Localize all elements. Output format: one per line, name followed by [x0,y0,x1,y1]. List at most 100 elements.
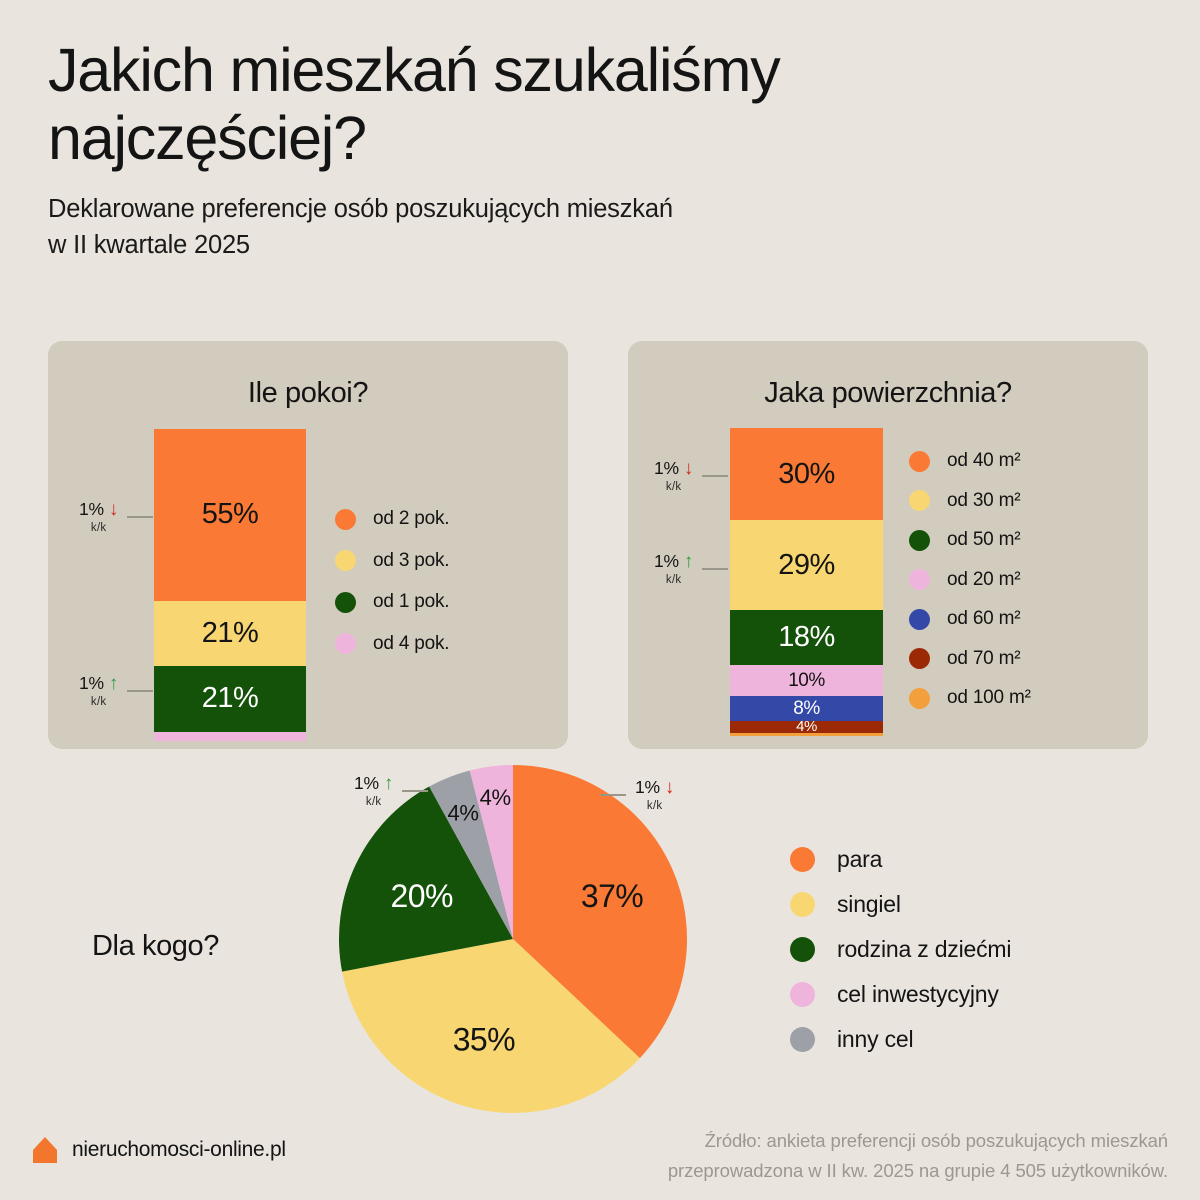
legend-swatch-icon [790,847,815,872]
legend-item[interactable]: od 100 m² [909,687,1031,709]
callout-connector-line [702,568,729,571]
legend-item[interactable]: od 20 m² [909,569,1031,591]
callout-pie-down: 1% ↓ k/k [600,778,674,813]
bar-segment: 21% [154,600,306,667]
bar-segment-label: 18% [778,620,835,653]
legend-item[interactable]: od 40 m² [909,450,1031,472]
legend-item[interactable]: inny cel [790,1026,1011,1053]
bar-segment: 4% [730,720,883,733]
arrow-down-icon: ↓ [664,777,675,798]
footer-brand[interactable]: nieruchomosci-online.pl [32,1136,286,1164]
legend-rooms: od 2 pok. od 3 pok. od 1 pok. od 4 pok. [335,508,450,655]
panel-rooms: Ile pokoi? [48,341,568,749]
legend-item[interactable]: cel inwestycyjny [790,981,1011,1008]
callout-value: 1% [654,457,679,478]
legend-swatch-icon [909,608,930,630]
legend-area: od 40 m² od 30 m² od 50 m² od 20 m² od 60 m²… [909,450,1031,709]
legend-swatch-icon [909,529,930,551]
legend-swatch-icon [909,648,930,669]
legend-item[interactable]: od 50 m² [909,529,1031,551]
page-subtitle: Deklarowane preferencje osób poszukujący… [48,194,673,259]
callout-area-up: 1% ↑ k/k [654,550,729,587]
callout-unit: k/k [665,481,682,493]
bar-segment-label: 8% [793,697,820,719]
bar-segment-label: 4% [796,720,817,733]
legend-item[interactable]: singiel [790,891,1011,918]
callout-value: 1% [354,772,379,793]
legend-item-label: od 60 m² [947,608,1021,629]
pie-slice-label: 35% [453,1021,515,1057]
callout-connector-line [702,475,729,478]
callout-rooms-up: 1% ↑ k/k [79,672,154,709]
legend-item-label: od 50 m² [947,529,1021,550]
legend-swatch-icon [790,892,815,917]
callout-area-down: 1% ↓ k/k [654,457,729,494]
legend-item-label: rodzina z dziećmi [837,936,1012,962]
pie-chart-svg: 37% 35% 20% 4%4% [339,765,687,1113]
bar-segment-label: 10% [788,670,825,692]
legend-item[interactable]: od 2 pok. [335,508,450,530]
callout-rooms-down: 1% ↓ k/k [79,500,154,535]
legend-item-label: od 2 pok. [373,508,450,529]
legend-item[interactable]: od 70 m² [909,648,1031,670]
house-icon [33,1137,57,1163]
arrow-up-icon: ↑ [683,551,694,572]
pie-slice [513,765,687,1059]
pie-slice [339,786,513,972]
legend-swatch-icon [909,569,930,590]
bar-segment: 10% [730,665,883,696]
legend-item-label: od 3 pok. [373,549,450,571]
brand-name: nieruchomosci-online.pl [72,1138,286,1161]
legend-item-label: singiel [837,891,901,917]
legend-swatch-icon [335,633,356,654]
pie-slice [342,939,640,1113]
bar-segment [154,731,306,741]
bar-segment: 8% [730,695,883,721]
pie-slice-label: 20% [391,878,453,914]
legend-item[interactable]: od 30 m² [909,490,1031,512]
callout-unit: k/k [365,796,382,808]
callout-value: 1% [79,672,104,693]
legend-swatch-icon [790,1027,815,1052]
legend-item-label: od 20 m² [947,568,1021,590]
legend-swatch-icon [909,490,930,511]
bar-segment: 29% [730,520,883,610]
bar-segment: 21% [154,666,306,732]
pie-section-label: Dla kogo? [92,930,219,962]
arrow-up-icon: ↑ [108,673,119,694]
callout-connector-line [127,516,154,519]
legend-item-label: inny cel [837,1026,914,1052]
stacked-bar-rooms: 55% 21% 21% [154,429,306,741]
legend-swatch-icon [790,937,815,962]
bar-segment-label: 30% [778,457,835,490]
pie-slice-label: 4% [448,800,479,825]
legend-item-label: od 30 m² [947,489,1021,511]
legend-item-label: cel inwestycyjny [837,981,999,1007]
legend-item-label: para [837,846,883,872]
legend-item[interactable]: para [790,846,1011,873]
bar-segment-label: 21% [201,682,259,715]
legend-item[interactable]: od 60 m² [909,608,1031,630]
legend-item[interactable]: rodzina z dziećmi [790,936,1011,963]
legend-item[interactable]: od 3 pok. [335,549,450,572]
callout-connector-line [600,794,626,797]
callout-unit: k/k [90,696,107,708]
bar-segment [730,732,883,736]
callout-unit: k/k [90,522,107,534]
legend-item-label: od 100 m² [947,687,1031,708]
legend-swatch-icon [335,550,356,571]
legend-item[interactable]: od 1 pok. [335,591,450,613]
callout-connector-line [402,790,429,793]
bar-segment-label: 29% [778,548,835,581]
pie-slice [429,770,513,939]
legend-swatch-icon [335,508,356,530]
legend-item-label: od 40 m² [947,450,1021,471]
legend-swatch-icon [909,687,930,709]
callout-value: 1% [654,550,679,571]
bar-segment-label: 55% [201,498,259,531]
legend-item[interactable]: od 4 pok. [335,633,450,655]
legend-swatch-icon [335,591,356,613]
panel-area-title: Jaka powierzchnia? [764,377,1012,409]
legend-item-label: od 70 m² [947,647,1021,669]
